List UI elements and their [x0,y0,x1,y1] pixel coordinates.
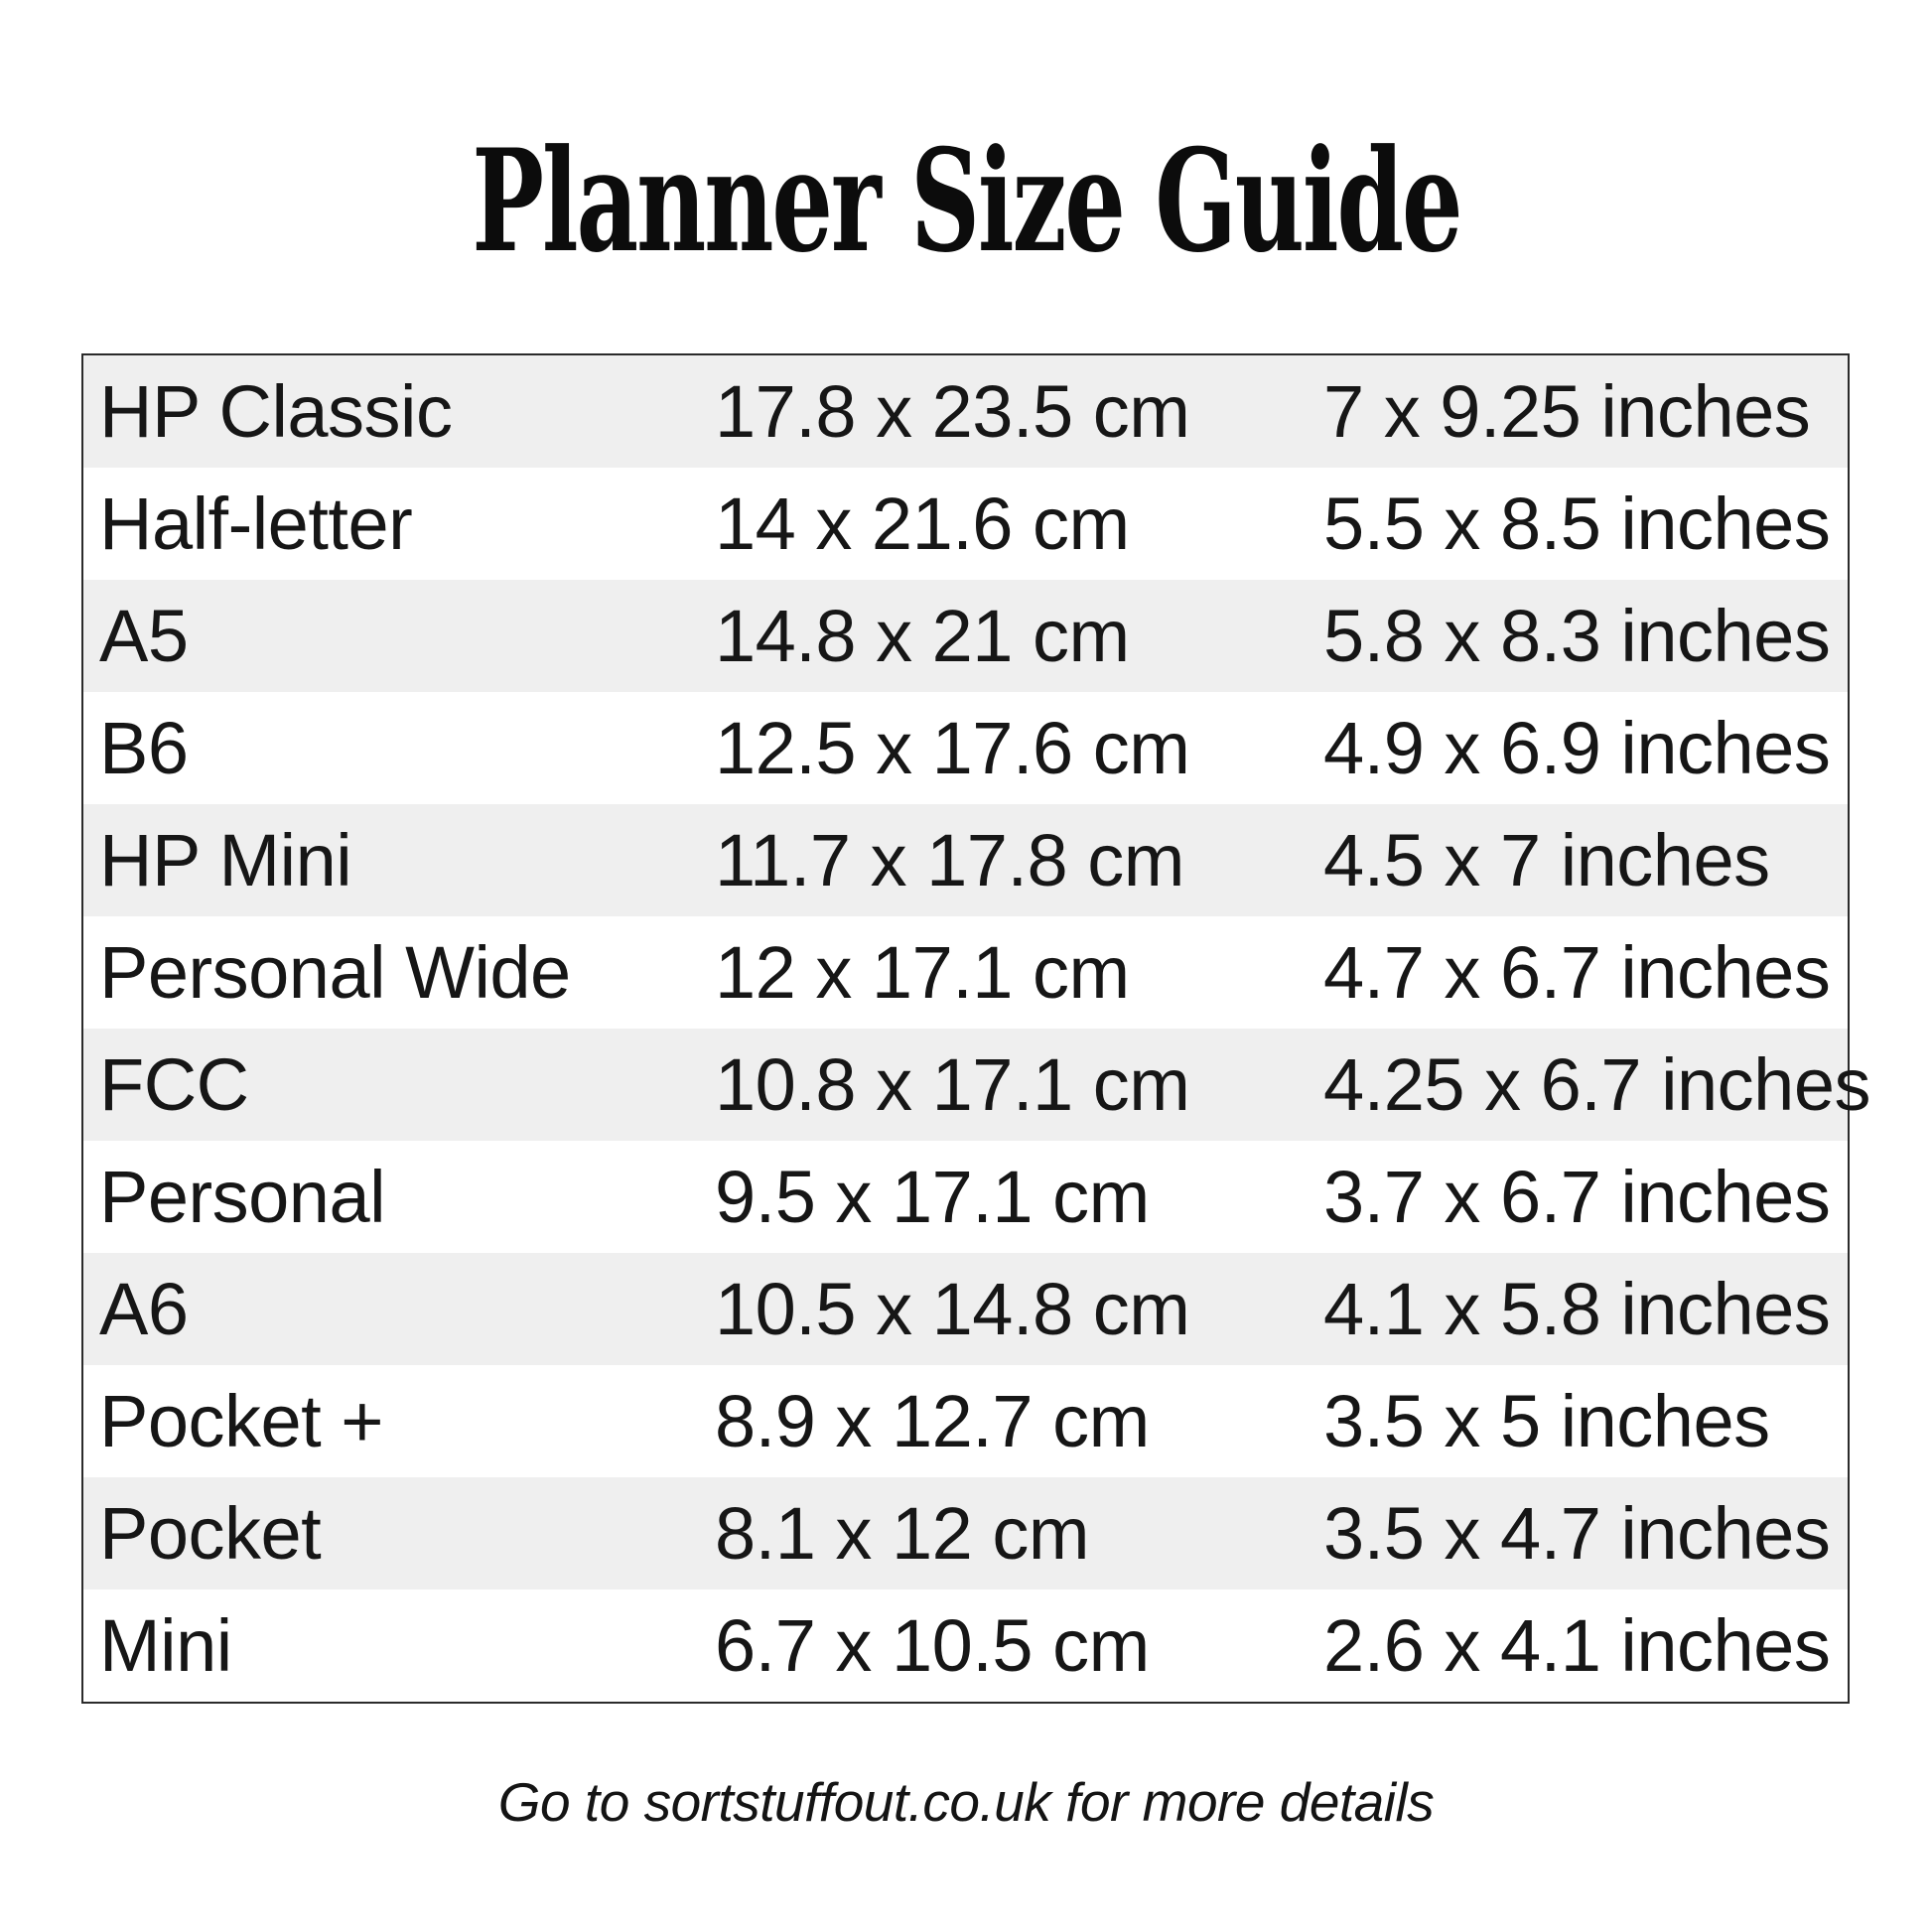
planner-name-cell: Mini [99,1603,232,1687]
cm-size-cell: 10.5 x 14.8 cm [715,1267,1190,1350]
inches-size-cell: 5.8 x 8.3 inches [1323,594,1831,677]
table-row: Pocket 8.1 x 12 cm 3.5 x 4.7 inches [83,1477,1848,1589]
table-row: Mini 6.7 x 10.5 cm 2.6 x 4.1 inches [83,1589,1848,1702]
inches-size-cell: 4.25 x 6.7 inches [1323,1042,1870,1126]
cm-size-cell: 14.8 x 21 cm [715,594,1130,677]
planner-name-cell: Pocket + [99,1379,384,1462]
table-row: HP Classic 17.8 x 23.5 cm 7 x 9.25 inche… [83,355,1848,468]
inches-size-cell: 4.7 x 6.7 inches [1323,930,1831,1014]
page-title: Planner Size Guide [0,131,1932,272]
cm-size-cell: 9.5 x 17.1 cm [715,1155,1150,1238]
cm-size-cell: 12 x 17.1 cm [715,930,1130,1014]
table-row: A5 14.8 x 21 cm 5.8 x 8.3 inches [83,580,1848,692]
planner-name-cell: HP Mini [99,818,352,901]
table-row: Pocket + 8.9 x 12.7 cm 3.5 x 5 inches [83,1365,1848,1477]
cm-size-cell: 17.8 x 23.5 cm [715,369,1190,453]
cm-size-cell: 14 x 21.6 cm [715,482,1130,565]
planner-name-cell: HP Classic [99,369,453,453]
planner-name-cell: Personal Wide [99,930,571,1014]
table-row: B6 12.5 x 17.6 cm 4.9 x 6.9 inches [83,692,1848,804]
inches-size-cell: 4.1 x 5.8 inches [1323,1267,1831,1350]
table-row: A6 10.5 x 14.8 cm 4.1 x 5.8 inches [83,1253,1848,1365]
planner-name-cell: Personal [99,1155,386,1238]
inches-size-cell: 4.5 x 7 inches [1323,818,1770,901]
page-title-text: Planner Size Guide [471,119,1462,284]
planner-size-table: HP Classic 17.8 x 23.5 cm 7 x 9.25 inche… [81,353,1870,1704]
footer-note: Go to sortstuffout.co.uk for more detail… [0,1769,1932,1835]
table-row: Half-letter 14 x 21.6 cm 5.5 x 8.5 inche… [83,468,1848,580]
table-row: Personal Wide 12 x 17.1 cm 4.7 x 6.7 inc… [83,916,1848,1029]
planner-name-cell: B6 [99,706,189,789]
footer-note-text: Go to sortstuffout.co.uk for more detail… [497,1771,1435,1833]
cm-size-cell: 8.1 x 12 cm [715,1491,1090,1575]
table-row: FCC 10.8 x 17.1 cm 4.25 x 6.7 inches [83,1029,1870,1141]
inches-size-cell: 2.6 x 4.1 inches [1323,1603,1831,1687]
table-row: Personal 9.5 x 17.1 cm 3.7 x 6.7 inches [83,1141,1848,1253]
planner-name-cell: A5 [99,594,189,677]
inches-size-cell: 3.5 x 5 inches [1323,1379,1770,1462]
cm-size-cell: 11.7 x 17.8 cm [715,818,1184,901]
inches-size-cell: 4.9 x 6.9 inches [1323,706,1831,789]
inches-size-cell: 3.5 x 4.7 inches [1323,1491,1831,1575]
cm-size-cell: 8.9 x 12.7 cm [715,1379,1150,1462]
cm-size-cell: 12.5 x 17.6 cm [715,706,1190,789]
cm-size-cell: 6.7 x 10.5 cm [715,1603,1150,1687]
planner-name-cell: Half-letter [99,482,413,565]
table-row: HP Mini 11.7 x 17.8 cm 4.5 x 7 inches [83,804,1848,916]
planner-name-cell: FCC [99,1042,249,1126]
planner-name-cell: A6 [99,1267,189,1350]
inches-size-cell: 7 x 9.25 inches [1323,369,1811,453]
inches-size-cell: 3.7 x 6.7 inches [1323,1155,1831,1238]
cm-size-cell: 10.8 x 17.1 cm [715,1042,1190,1126]
inches-size-cell: 5.5 x 8.5 inches [1323,482,1831,565]
planner-name-cell: Pocket [99,1491,322,1575]
